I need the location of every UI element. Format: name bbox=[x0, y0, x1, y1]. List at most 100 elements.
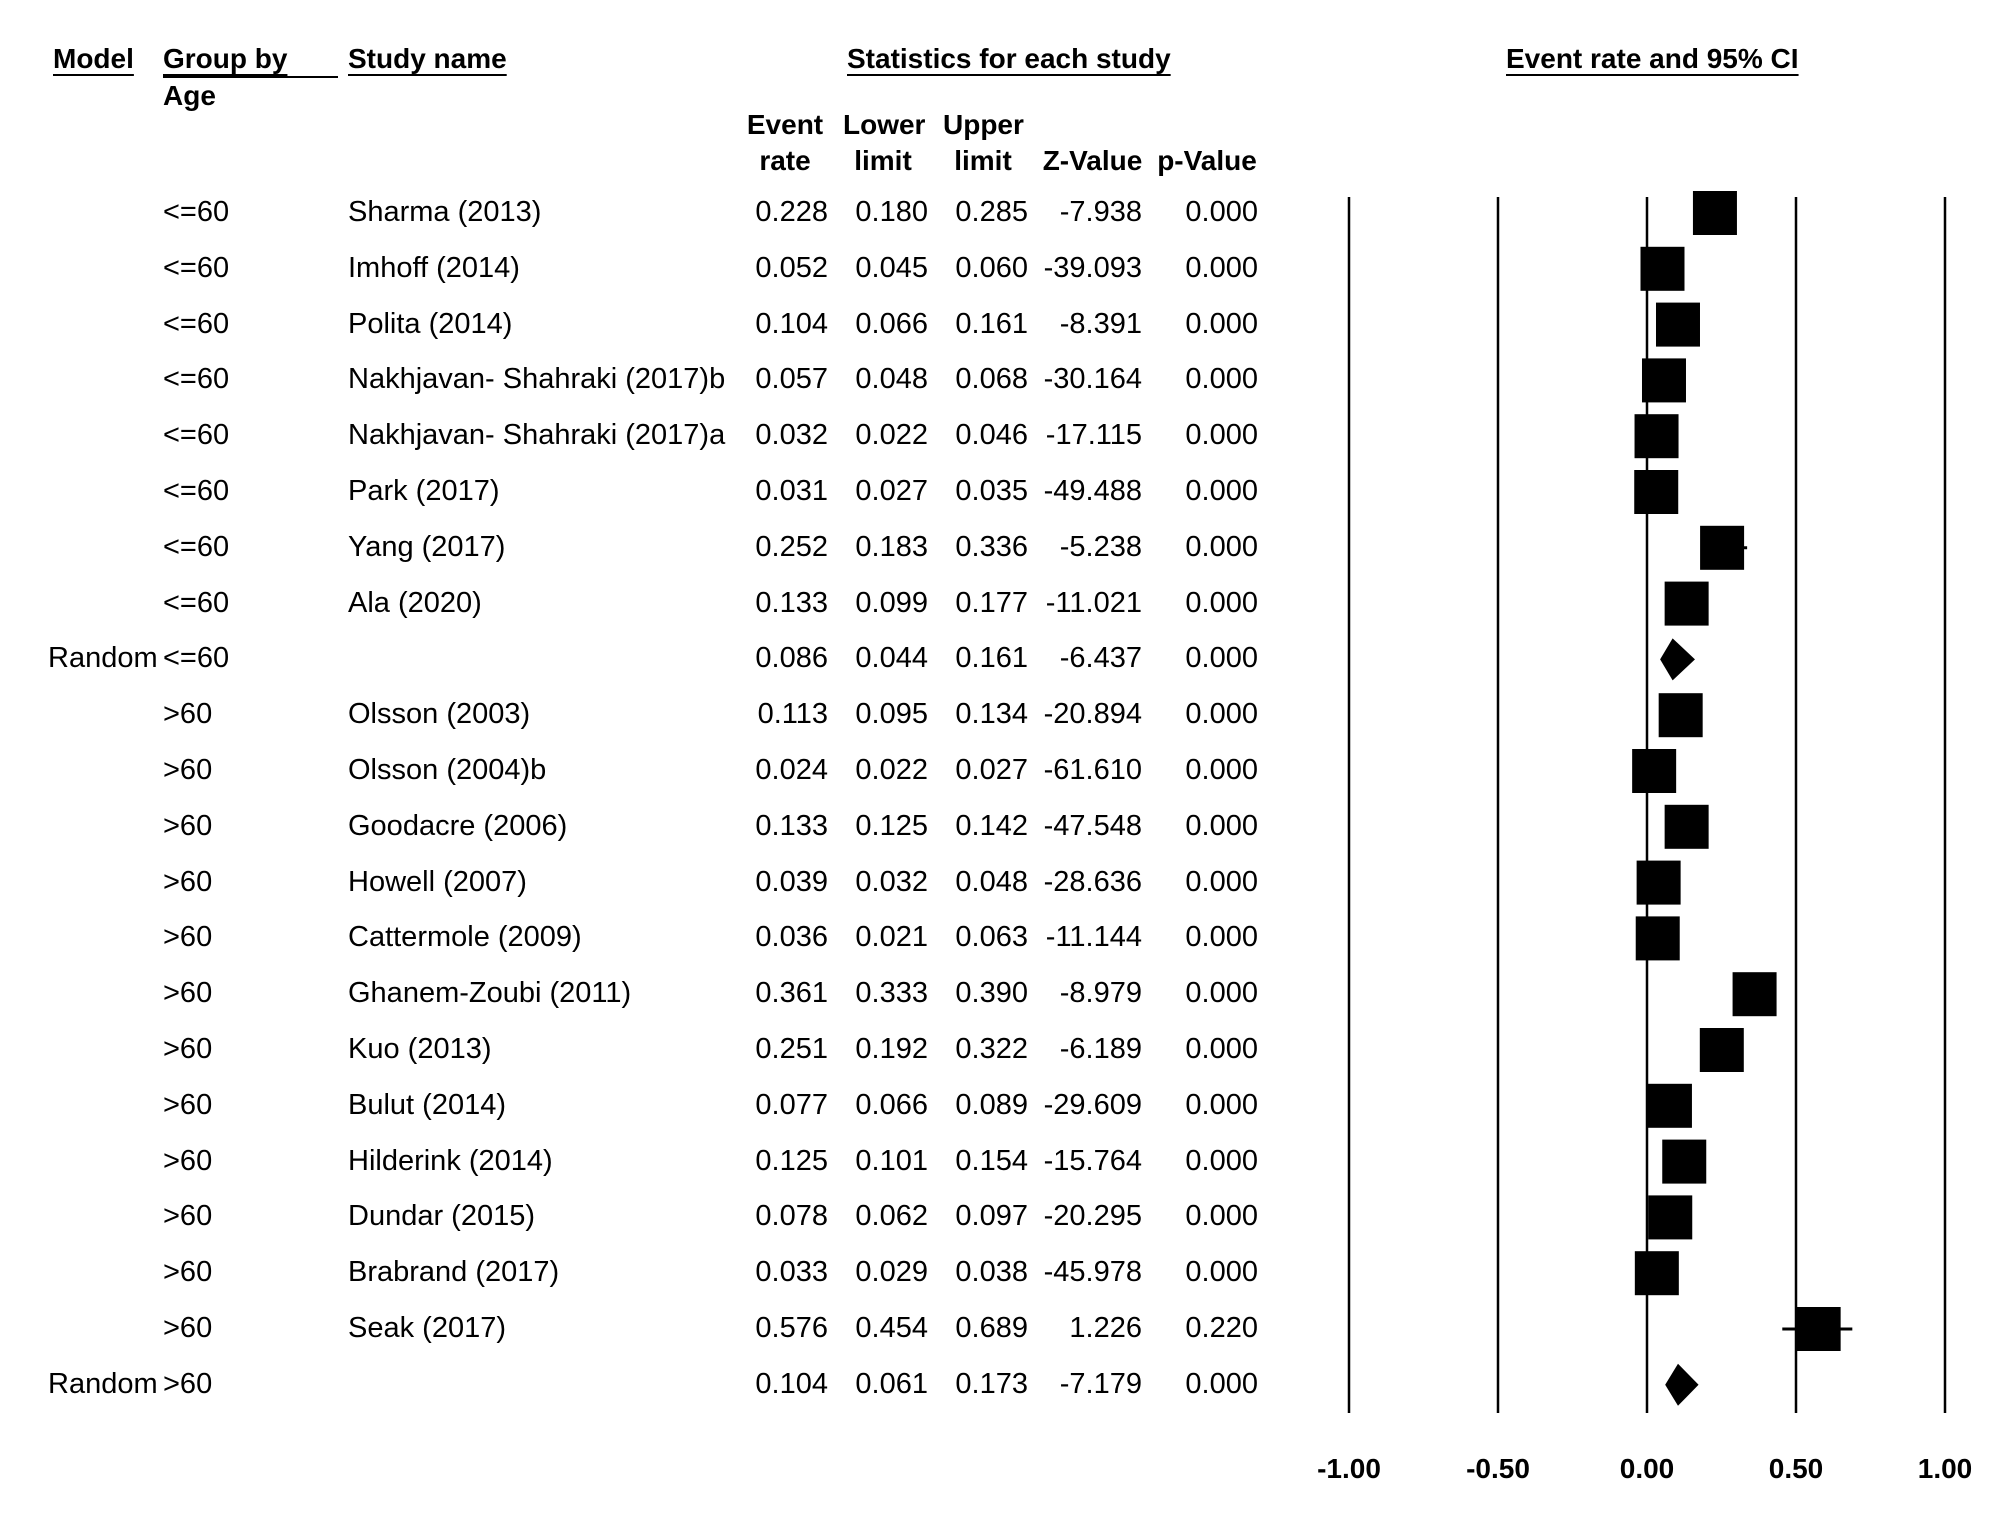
cell-ll: 0.021 bbox=[855, 921, 928, 954]
cell-study: Ghanem-Zoubi (2011) bbox=[348, 977, 632, 1010]
cell-er: 0.113 bbox=[757, 698, 828, 731]
cell-p: 0.000 bbox=[1185, 754, 1258, 786]
cell-ll: 0.099 bbox=[855, 586, 928, 619]
cell-study: Polita (2014) bbox=[348, 307, 513, 340]
point-estimate-square bbox=[1641, 358, 1686, 403]
cell-er: 0.036 bbox=[755, 921, 828, 954]
cell-group: >60 bbox=[163, 809, 213, 842]
cell-study: Howell (2007) bbox=[348, 865, 527, 898]
cell-study: Bulut (2014) bbox=[348, 1088, 506, 1121]
cell-p: 0.000 bbox=[1185, 419, 1258, 452]
cell-ll: 0.022 bbox=[855, 754, 928, 786]
cell-p: 0.000 bbox=[1185, 1367, 1258, 1400]
x-tick-label: 0.50 bbox=[1769, 1453, 1824, 1484]
cell-z: -28.636 bbox=[1043, 865, 1142, 898]
cell-study: Ala (2020) bbox=[348, 586, 482, 619]
header-model: Model bbox=[53, 43, 134, 74]
cell-er: 0.032 bbox=[755, 419, 828, 452]
point-estimate-square bbox=[1732, 972, 1777, 1017]
cell-p: 0.000 bbox=[1185, 977, 1258, 1010]
cell-z: -6.189 bbox=[1059, 1033, 1142, 1065]
cell-er: 0.052 bbox=[755, 251, 828, 284]
header-p-value: p-Value bbox=[1157, 145, 1257, 176]
cell-group: <=60 bbox=[163, 251, 230, 284]
cell-er: 0.024 bbox=[755, 754, 828, 786]
cell-z: -47.548 bbox=[1043, 809, 1142, 842]
cell-z: -5.238 bbox=[1059, 530, 1142, 563]
cell-study: Dundar (2015) bbox=[348, 1200, 535, 1233]
cell-ul: 0.060 bbox=[955, 251, 1028, 284]
cell-ul: 0.154 bbox=[955, 1144, 1028, 1177]
cell-ul: 0.038 bbox=[955, 1256, 1028, 1289]
cell-z: -29.609 bbox=[1043, 1088, 1142, 1121]
cell-er: 0.104 bbox=[755, 307, 828, 340]
cell-p: 0.000 bbox=[1185, 363, 1258, 396]
cell-p: 0.000 bbox=[1185, 865, 1258, 898]
cell-group: <=60 bbox=[163, 419, 230, 452]
cell-er: 0.104 bbox=[755, 1367, 828, 1400]
cell-study: Hilderink (2014) bbox=[348, 1144, 553, 1177]
header-study-name: Study name bbox=[348, 43, 507, 74]
cell-ll: 0.044 bbox=[855, 642, 928, 675]
cell-z: -45.978 bbox=[1043, 1256, 1142, 1289]
cell-study: Imhoff (2014) bbox=[348, 251, 520, 284]
cell-er: 0.125 bbox=[755, 1144, 828, 1177]
cell-study: Kuo (2013) bbox=[348, 1033, 492, 1065]
cell-er: 0.133 bbox=[755, 586, 828, 619]
header-upper-2: limit bbox=[954, 145, 1012, 176]
cell-z: -61.610 bbox=[1043, 754, 1142, 786]
cell-ll: 0.333 bbox=[855, 977, 928, 1010]
cell-ll: 0.048 bbox=[855, 363, 928, 396]
cell-ll: 0.454 bbox=[855, 1312, 928, 1344]
cell-ll: 0.180 bbox=[855, 196, 928, 228]
cell-ul: 0.046 bbox=[955, 419, 1028, 452]
cell-group: <=60 bbox=[163, 475, 230, 507]
cell-ll: 0.066 bbox=[855, 1088, 928, 1121]
cell-group: <=60 bbox=[163, 586, 230, 619]
cell-group: >60 bbox=[163, 1088, 213, 1121]
header-group-by: Group by bbox=[163, 45, 287, 73]
cell-ll: 0.066 bbox=[855, 307, 928, 340]
point-estimate-square bbox=[1635, 916, 1680, 961]
cell-z: -39.093 bbox=[1043, 251, 1142, 284]
header-group-by-line2: Age bbox=[163, 80, 216, 111]
cell-er: 0.251 bbox=[755, 1033, 828, 1065]
cell-group: <=60 bbox=[163, 196, 230, 228]
cell-study: Yang (2017) bbox=[348, 530, 506, 563]
cell-z: -7.179 bbox=[1059, 1367, 1142, 1400]
cell-ul: 0.322 bbox=[955, 1033, 1028, 1065]
cell-p: 0.000 bbox=[1185, 642, 1258, 675]
cell-ll: 0.101 bbox=[855, 1144, 928, 1177]
cell-ll: 0.022 bbox=[855, 419, 928, 452]
summary-diamond bbox=[1660, 638, 1695, 681]
cell-er: 0.133 bbox=[755, 809, 828, 842]
cell-study: Olsson (2004)b bbox=[348, 754, 547, 786]
cell-er: 0.078 bbox=[755, 1200, 828, 1233]
point-estimate-square bbox=[1647, 1083, 1692, 1128]
point-estimate-square bbox=[1655, 302, 1700, 347]
point-estimate-square bbox=[1636, 860, 1681, 905]
cell-group: <=60 bbox=[163, 530, 230, 563]
cell-study: Olsson (2003) bbox=[348, 698, 531, 731]
cell-ul: 0.390 bbox=[955, 977, 1028, 1010]
header-z-value: Z-Value bbox=[1042, 145, 1143, 176]
cell-ul: 0.285 bbox=[955, 196, 1028, 228]
cell-study: Brabrand (2017) bbox=[348, 1256, 560, 1289]
x-tick-label: -1.00 bbox=[1317, 1453, 1381, 1484]
point-estimate-square bbox=[1699, 1028, 1744, 1072]
point-estimate-square bbox=[1700, 525, 1745, 570]
cell-z: -20.894 bbox=[1043, 698, 1142, 731]
cell-z: -20.295 bbox=[1043, 1200, 1142, 1233]
cell-p: 0.000 bbox=[1185, 196, 1258, 228]
cell-group: <=60 bbox=[163, 363, 230, 396]
cell-z: -6.437 bbox=[1059, 642, 1142, 675]
header-group-underline bbox=[163, 76, 338, 78]
cell-ll: 0.062 bbox=[855, 1200, 928, 1233]
cell-ul: 0.142 bbox=[955, 809, 1028, 842]
cell-z: -11.144 bbox=[1045, 921, 1142, 954]
cell-p: 0.000 bbox=[1185, 586, 1258, 619]
cell-group: >60 bbox=[163, 1144, 213, 1177]
cell-study: Nakhjavan- Shahraki (2017)b bbox=[348, 363, 726, 396]
cell-ll: 0.061 bbox=[855, 1367, 928, 1400]
